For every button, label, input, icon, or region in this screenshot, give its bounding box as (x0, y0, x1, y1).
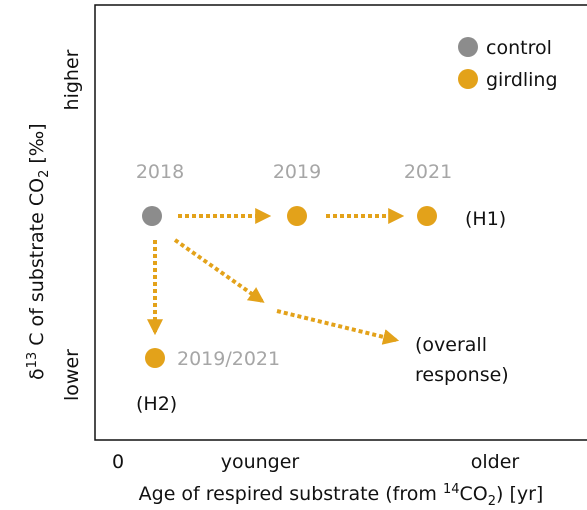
nodes: 2018 2019 2021 2019/2021 (136, 161, 452, 370)
annotation: response) (415, 364, 509, 386)
legend-label: control (486, 37, 552, 59)
node (417, 206, 437, 226)
node (287, 206, 307, 226)
y-low: lower (61, 349, 83, 401)
label-part: 14 (443, 482, 460, 497)
label-part: 2 (488, 494, 496, 506)
label-part: CO (459, 483, 487, 505)
node-label: 2021 (404, 161, 452, 183)
arrow (276, 309, 400, 345)
label-part: C of substrate CO (26, 178, 48, 352)
x-tick: younger (221, 451, 300, 473)
label-part: ) [yr] (496, 483, 543, 505)
y-high: higher (61, 49, 83, 110)
arrow (173, 238, 265, 303)
node (142, 206, 162, 226)
label-part: 13 (25, 352, 40, 369)
label-part: [‰] (26, 123, 48, 169)
node (145, 348, 165, 368)
label-part: 2 (37, 170, 52, 178)
label-part: δ (26, 368, 48, 380)
y-axis-label: δ13 C of substrate CO2 [‰] (25, 123, 52, 380)
node-label: 2019 (273, 161, 321, 183)
frame (94, 4, 587, 441)
legend: control girdling (458, 37, 558, 91)
annotation: (overall (415, 334, 487, 356)
legend-swatch (458, 37, 478, 57)
label-part: Age of respired substrate (from (139, 483, 443, 505)
legend-swatch (458, 69, 478, 89)
node-label: 2019/2021 (177, 348, 280, 370)
x-tick: 0 (112, 451, 124, 473)
x-axis-label: Age of respired substrate (from 14CO2) [… (139, 482, 544, 506)
x-tick: older (471, 451, 520, 473)
arrows (147, 208, 405, 345)
node-label: 2018 (136, 161, 184, 183)
annotation: (H2) (136, 393, 177, 415)
annotation: (H1) (465, 208, 506, 230)
y-axis: δ13 C of substrate CO2 [‰] higher lower (25, 49, 83, 401)
legend-label: girdling (486, 69, 558, 91)
x-axis: 0 younger older Age of respired substrat… (112, 451, 544, 509)
